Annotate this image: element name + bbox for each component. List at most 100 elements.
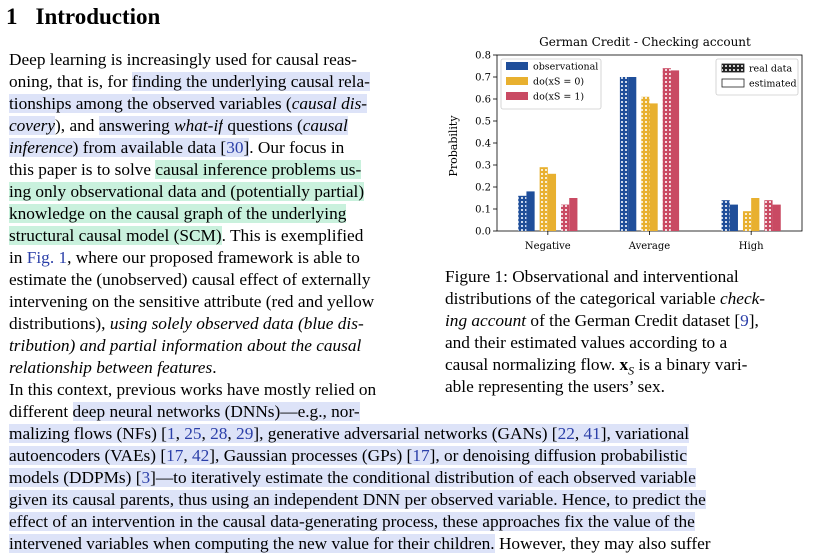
text-run: answering <box>98 116 175 135</box>
text-line: structural causal model (SCM). This is e… <box>9 225 363 247</box>
text-run: distributions of the categorical variabl… <box>445 289 720 308</box>
text-run: knowledge on the causal graph of the und… <box>9 204 347 223</box>
text-run: intervened variables when computing the … <box>9 534 495 553</box>
text-run: ], <box>748 311 759 330</box>
citation-link[interactable]: 17 <box>412 446 430 465</box>
legend-label: observational <box>533 62 598 73</box>
text-run: ing account <box>445 311 527 330</box>
text-run: in <box>9 248 27 267</box>
text-run: In this context, previous works have mos… <box>9 380 377 399</box>
y-tick-label: 0.2 <box>475 183 491 194</box>
citation-link[interactable]: 28 <box>210 424 228 443</box>
bar-dot-pattern <box>662 68 671 231</box>
text-line: given its causal parents, thus using an … <box>9 489 706 511</box>
citation-link[interactable]: Fig. 1 <box>26 248 68 267</box>
bar-estimated <box>670 70 680 232</box>
text-line: inference) from available data [30]. Our… <box>9 137 344 159</box>
text-line: knowledge on the causal graph of the und… <box>9 203 347 225</box>
legend-swatch <box>506 92 528 100</box>
text-line: oning, that is, for finding the underlyi… <box>9 71 370 93</box>
text-run: ], generative adversarial networks (GANs… <box>253 424 558 443</box>
section-number: 1 <box>6 4 18 29</box>
text-run: malizing flows (NFs) [ <box>9 424 167 443</box>
citation-link[interactable]: 1 <box>166 424 176 443</box>
text-run: However, they may also suffer <box>494 534 711 553</box>
text-run: intervening on the sensitive attribute (… <box>9 292 375 311</box>
bar-estimated <box>751 198 760 231</box>
text-run: given its causal parents, thus using an … <box>9 490 706 509</box>
legend-dot-pattern <box>722 64 744 72</box>
legend-label: real data <box>749 64 792 75</box>
bar-estimated <box>649 103 658 231</box>
citation-link[interactable]: 42 <box>192 446 210 465</box>
text-run: ], or denoising diffusion probabilistic <box>429 446 688 465</box>
citation-link[interactable]: 25 <box>184 424 202 443</box>
citation-link[interactable]: 41 <box>583 424 601 443</box>
text-run: S <box>628 363 635 378</box>
text-line: malizing flows (NFs) [1, 25, 28, 29], ge… <box>9 423 690 445</box>
bar-estimated <box>526 191 535 231</box>
bar-estimated <box>729 204 738 231</box>
text-run: x <box>619 355 629 374</box>
bar-estimated <box>547 173 557 231</box>
legend-label: do(xS = 0) <box>533 77 584 88</box>
text-run: ], variational <box>600 424 690 443</box>
text-run: models (DDPMs) [ <box>9 468 142 487</box>
citation-link[interactable]: 17 <box>166 446 184 465</box>
bar-dot-pattern <box>641 96 650 231</box>
text-run: causal dis- <box>291 94 368 113</box>
legend-swatch <box>506 62 528 70</box>
citation-link[interactable]: 29 <box>236 424 254 443</box>
bar-dot-pattern <box>539 167 548 231</box>
text-run: causal normalizing flow. <box>445 355 620 374</box>
text-run: , <box>574 424 584 443</box>
legend-label: estimated <box>749 79 797 90</box>
section-heading: 1 Introduction <box>6 4 160 30</box>
text-run: tionships among the observed variables ( <box>9 94 292 113</box>
text-line: intervened variables when computing the … <box>9 533 711 555</box>
y-tick-label: 0.7 <box>475 73 491 84</box>
citation-link[interactable]: 30 <box>226 138 244 157</box>
text-line: effect of an intervention in the causal … <box>9 511 695 533</box>
text-run: . Our focus in <box>249 138 345 157</box>
citation-link[interactable]: 9 <box>740 311 749 330</box>
text-run: distributions), <box>9 314 110 333</box>
caption-line: Figure 1: Observational and intervention… <box>445 266 739 288</box>
text-run: using solely observed data (blue dis- <box>109 314 364 333</box>
text-run: structural causal model (SCM) <box>9 226 222 245</box>
text-run: ], Gaussian processes (GPs) [ <box>209 446 413 465</box>
text-run: ing only observational data and (potenti… <box>9 182 365 201</box>
text-line: different deep neural networks (DNNs)—e.… <box>9 401 360 423</box>
text-line: this paper is to solve causal inference … <box>9 159 362 181</box>
y-tick-label: 0.0 <box>475 227 491 238</box>
text-line: In this context, previous works have mos… <box>9 379 376 401</box>
text-line: ing only observational data and (potenti… <box>9 181 365 203</box>
text-line: estimate the (unobserved) causal effect … <box>9 269 370 291</box>
section-title: Introduction <box>35 4 161 29</box>
text-run: finding the underlying causal rela- <box>131 72 370 91</box>
bar-dot-pattern <box>619 77 629 231</box>
bar-estimated <box>772 204 781 231</box>
text-run: ] <box>243 138 250 157</box>
text-run: check- <box>719 289 766 308</box>
y-tick-label: 0.8 <box>475 51 491 62</box>
text-run: , <box>227 424 237 443</box>
text-run: and their estimated values according to … <box>445 333 728 352</box>
text-run: tribution) and partial information about… <box>9 336 362 355</box>
text-line: in Fig. 1, where our proposed framework … <box>9 247 360 269</box>
legend-swatch <box>506 77 528 85</box>
text-run: . <box>212 358 217 377</box>
citation-link[interactable]: 3 <box>141 468 151 487</box>
text-run: this paper is to solve <box>9 160 156 179</box>
text-run: , <box>201 424 211 443</box>
caption-line: and their estimated values according to … <box>445 332 727 354</box>
text-run: is a binary vari- <box>634 355 748 374</box>
text-line: covery), and answering what-if questions… <box>9 115 348 137</box>
text-line: tionships among the observed variables (… <box>9 93 368 115</box>
x-tick-label: Negative <box>525 241 571 252</box>
citation-link[interactable]: 22 <box>557 424 575 443</box>
text-run: , <box>183 446 193 465</box>
caption-line: causal normalizing flow. xS is a binary … <box>445 354 747 381</box>
text-run: Figure 1: Observational and intervention… <box>445 267 739 286</box>
text-run: covery <box>9 116 56 135</box>
